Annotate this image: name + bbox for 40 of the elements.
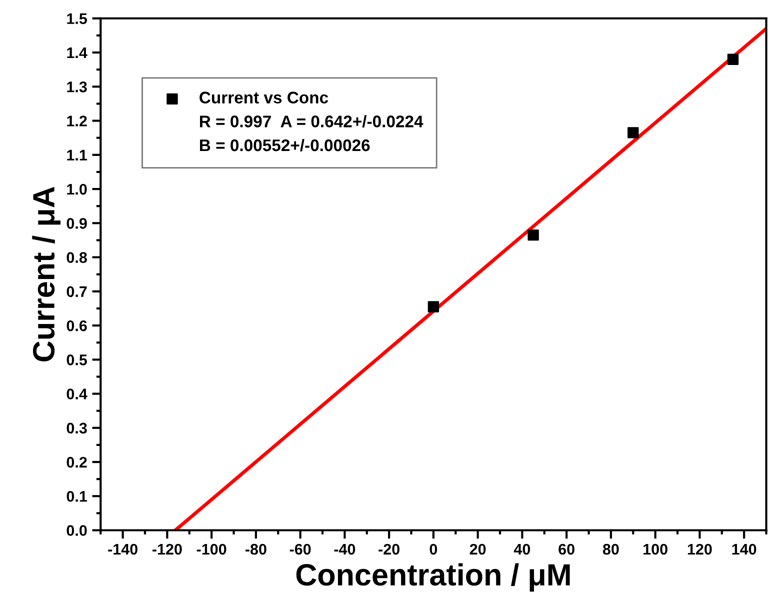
x-tick-label: -100 xyxy=(196,544,226,555)
y-tick-label: 0.9 xyxy=(66,218,87,229)
y-tick-label: 0.4 xyxy=(66,388,88,400)
point xyxy=(428,301,440,312)
y-tick-label: 0.6 xyxy=(66,320,87,332)
y-tick-label: 1.3 xyxy=(67,82,87,92)
x-tick-label: -120 xyxy=(152,544,182,555)
point xyxy=(628,127,639,138)
legend-label: Current vs Conc xyxy=(200,92,328,104)
y-tick-label: 0.2 xyxy=(66,456,87,468)
y-tick-label: 0.1 xyxy=(66,490,87,502)
point xyxy=(528,229,539,241)
y-tick-label: 0.7 xyxy=(66,286,87,298)
x-tick-label: 20 xyxy=(470,544,486,555)
y-axis-title: Current / μA xyxy=(32,186,60,362)
y-tick-label: 0.5 xyxy=(66,354,87,366)
x-tick-label: 100 xyxy=(644,544,668,555)
y-tick-label: 1.2 xyxy=(67,116,87,126)
y-tick-label: 1.5 xyxy=(67,13,87,24)
x-tick-label: -140 xyxy=(108,544,138,555)
x-tick-label: -80 xyxy=(245,544,266,555)
x-tick-label: 140 xyxy=(732,544,756,555)
x-tick-label: -60 xyxy=(290,544,311,555)
point xyxy=(727,54,739,65)
y-tick-label: 0.0 xyxy=(66,525,87,536)
x-tick-label: 120 xyxy=(688,544,712,555)
annotation: R = 0.997 A = 0.642+/-0.0224 xyxy=(200,115,424,128)
x-axis-title: Concentration / μM xyxy=(296,563,570,592)
y-tick-label: 1.0 xyxy=(67,184,87,195)
x-tick-label: 80 xyxy=(602,544,619,555)
y-tick-label: 0.3 xyxy=(66,422,87,434)
y-tick-label: 1.1 xyxy=(67,150,87,160)
y-tick-label: 1.4 xyxy=(67,48,88,58)
x-tick-label: 60 xyxy=(558,544,574,555)
x-tick-label: 40 xyxy=(514,544,530,555)
x-tick-label: -20 xyxy=(378,544,400,555)
y-tick-label: 0.8 xyxy=(66,252,87,263)
annotation: B = 0.00552+/-0.00026 xyxy=(200,138,370,152)
x-tick-label: -40 xyxy=(334,544,356,555)
x-tick-label: 0 xyxy=(430,544,438,555)
